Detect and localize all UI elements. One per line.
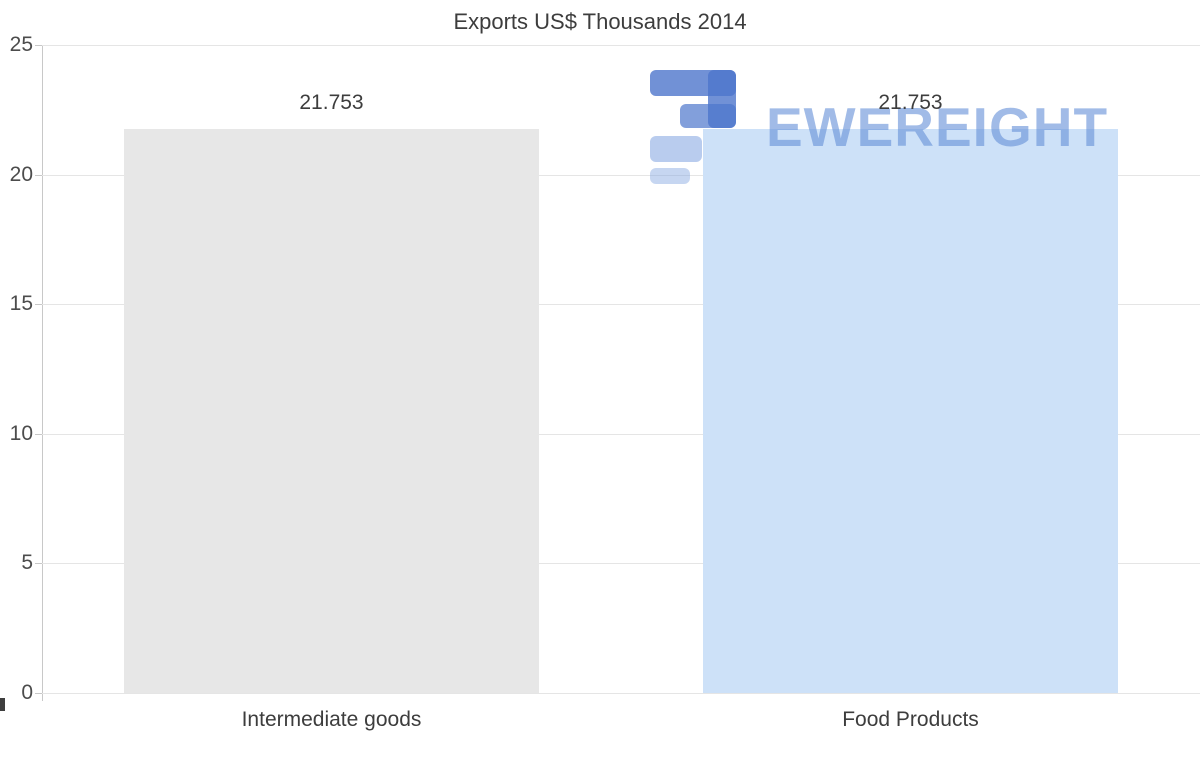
bar-intermediate-goods [124, 129, 539, 693]
y-tick-label: 15 [9, 292, 33, 316]
gridline [42, 693, 1200, 694]
y-tick-label: 10 [9, 421, 33, 445]
bar-value-label: 21.753 [878, 91, 943, 115]
y-tick-mark [35, 433, 42, 435]
gridline [42, 45, 1200, 46]
x-axis-labels: Intermediate goods Food Products [42, 708, 1200, 738]
axis-origin-tick [0, 698, 5, 711]
chart-title: Exports US$ Thousands 2014 [453, 9, 747, 34]
gridline [42, 304, 1200, 306]
plot-area: 21.753 21.753 [42, 45, 1200, 694]
gridline [42, 563, 1200, 565]
y-axis-line [42, 45, 43, 701]
y-tick-mark [35, 304, 42, 306]
y-tick-label: 5 [21, 551, 33, 575]
y-tick-label: 25 [9, 33, 33, 56]
y-tick-mark [35, 563, 42, 565]
y-tick-label: 20 [9, 162, 33, 186]
y-tick-mark [35, 45, 42, 46]
category-label: Food Products [842, 708, 979, 731]
category-label: Intermediate goods [241, 708, 422, 731]
bar-food-products [703, 129, 1118, 693]
gridline [42, 174, 1200, 176]
y-tick-mark [35, 693, 42, 694]
y-tick-label: 0 [21, 681, 33, 704]
y-tick-mark [35, 174, 42, 176]
gridline [42, 433, 1200, 435]
bar-value-label: 21.753 [299, 91, 364, 115]
